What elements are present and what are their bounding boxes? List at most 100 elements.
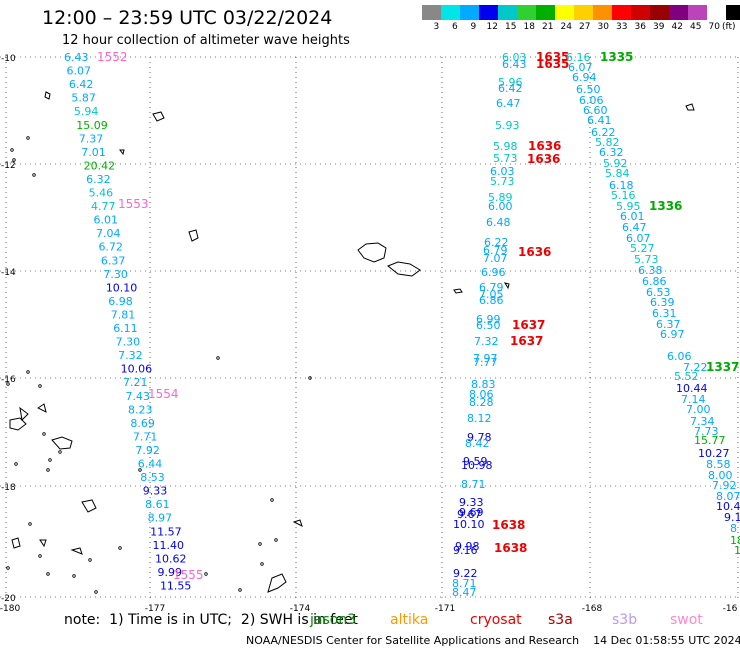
swh-value: 7.43: [126, 390, 151, 403]
island-outline: [685, 103, 695, 111]
islet: [138, 468, 142, 472]
swh-value: 8.53: [140, 471, 165, 484]
islet: [46, 468, 50, 472]
scale-label: 12: [486, 22, 498, 32]
swh-value: 8.00: [708, 469, 733, 482]
swh-value: 5.16: [611, 189, 636, 202]
swh-value: 6.07: [626, 232, 651, 245]
swh-value: 7.92: [135, 444, 160, 457]
swh-value: 15.77: [694, 434, 726, 447]
x-tick-label: -171: [435, 604, 455, 614]
islet: [38, 384, 42, 388]
scale-label: 70: [708, 22, 720, 32]
islet: [204, 572, 208, 576]
islet: [42, 432, 46, 436]
scale-cell: [726, 5, 740, 20]
y-tick-label: -12: [1, 161, 16, 171]
swh-value: 6.41: [587, 114, 612, 127]
scale-cell: [669, 5, 688, 20]
scale-label: 42: [671, 22, 683, 32]
swh-value: 5.82: [595, 136, 620, 149]
swh-value: 6.50: [576, 83, 601, 96]
cycle-label: 1638: [492, 518, 525, 532]
scale-label: (ft): [722, 22, 736, 32]
scale-label: 36: [634, 22, 646, 32]
islet: [72, 574, 76, 578]
islet: [270, 498, 274, 502]
island-outline: [37, 403, 47, 413]
cycle-label: 1336: [649, 199, 682, 213]
islet: [258, 542, 262, 546]
swh-value: 9.22: [453, 567, 478, 580]
swh-value: 6.72: [98, 241, 123, 254]
swh-value: 7.07: [483, 252, 508, 265]
swh-value: 10.62: [155, 552, 187, 565]
scale-label: 15: [505, 22, 517, 32]
y-tick-label: -20: [1, 594, 16, 604]
cycle-label: 1637: [510, 334, 543, 348]
cycle-label: 1637: [512, 318, 545, 332]
swh-value: 6.07: [66, 65, 91, 78]
island-outline: [188, 229, 199, 242]
swh-value: 8.12: [467, 412, 492, 425]
island-outline: [152, 111, 165, 122]
islet: [10, 148, 14, 152]
island-outline: [9, 417, 27, 431]
swh-value: 6.39: [650, 296, 675, 309]
swh-value: 5.84: [605, 167, 630, 180]
swh-value: 7.71: [133, 430, 158, 443]
swh-value: 6.48: [486, 216, 511, 229]
swh-value: 5.27: [630, 242, 655, 255]
swh-value: 4.77: [91, 200, 116, 213]
swh-value: 6.99: [476, 313, 501, 326]
swh-value: 6.32: [599, 146, 624, 159]
swh-value: 6.32: [86, 173, 111, 186]
swh-value: 5.46: [89, 187, 114, 200]
islet: [260, 562, 264, 566]
cycle-label: 1636: [518, 245, 551, 259]
swh-value: 9.78: [467, 431, 492, 444]
swh-value: 8.07: [716, 490, 740, 503]
island-outline: [357, 242, 387, 263]
satellite-legend-altika: altika: [390, 612, 429, 628]
swh-value: 6.79: [479, 281, 504, 294]
satellite-legend-s3b: s3b: [612, 612, 638, 628]
scale-cell: [612, 5, 631, 20]
swh-value: 7.01: [81, 146, 106, 159]
y-tick-label: -10: [1, 54, 16, 64]
island-outline: [292, 519, 303, 527]
swh-labels: 6.436.076.425.875.9415.097.377.0120.426.…: [64, 50, 740, 599]
island-outline: [51, 436, 73, 450]
swh-value: 6.31: [652, 307, 677, 320]
swh-value: 7.77: [473, 356, 498, 369]
islet: [238, 588, 242, 592]
swh-value: 10.4: [716, 500, 740, 513]
island-outline: [70, 547, 83, 555]
scale-cell: [479, 5, 498, 20]
swh-value: 8.71: [452, 577, 477, 590]
swh-value: 6.86: [642, 275, 667, 288]
cycle-label: 1635: [536, 57, 569, 71]
cycle-label: 1636: [527, 152, 560, 166]
swh-value: 10.44: [676, 382, 708, 395]
islet: [118, 546, 122, 550]
island-outline: [39, 539, 47, 548]
swh-value: 6.01: [94, 214, 119, 227]
swh-value: 6.11: [113, 322, 138, 335]
scale-label: 3: [433, 22, 440, 32]
swh-value: 6.37: [656, 318, 681, 331]
swh-value: 5.73: [634, 253, 659, 266]
scale-cell: [650, 5, 669, 20]
swh-value: 9.1: [724, 511, 740, 524]
note-text: note: 1) Time is in UTC; 2) SWH is in fe…: [64, 612, 358, 628]
scale-cell: [517, 5, 536, 20]
cycle-label: 1638: [494, 541, 527, 555]
swh-value: 7.00: [686, 403, 711, 416]
swh-value: 10.10: [106, 281, 138, 294]
swh-value: 7.32: [118, 349, 142, 362]
swh-value: 6.07: [568, 61, 593, 74]
swh-value: 6.79: [483, 244, 508, 257]
swh-value: 6.47: [496, 97, 521, 110]
swh-value: 10.98: [461, 459, 493, 472]
